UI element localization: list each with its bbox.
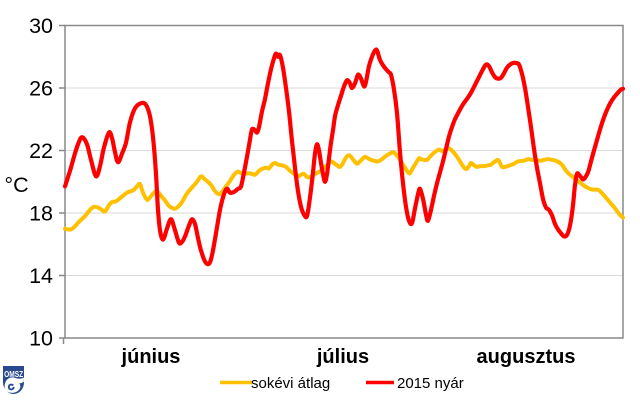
svg-text:július: július	[316, 346, 369, 368]
svg-text:június: június	[121, 346, 181, 368]
svg-text:OMSZ: OMSZ	[4, 370, 23, 379]
svg-text:18: 18	[29, 202, 53, 226]
svg-text:30: 30	[29, 14, 53, 38]
svg-text:°C: °C	[5, 173, 29, 197]
svg-text:14: 14	[29, 264, 53, 288]
svg-text:augusztus: augusztus	[477, 346, 576, 368]
svg-text:10: 10	[29, 327, 53, 351]
svg-text:26: 26	[29, 77, 53, 101]
svg-text:2015 nyár: 2015 nyár	[397, 375, 464, 392]
svg-text:sokévi átlag: sokévi átlag	[251, 375, 330, 392]
svg-text:22: 22	[29, 139, 53, 163]
